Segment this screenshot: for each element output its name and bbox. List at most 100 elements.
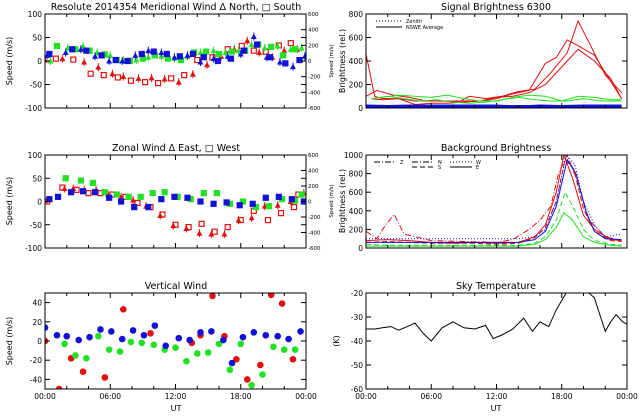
y-axis-label: Speed (m/s) [5, 37, 14, 86]
right-tick-label: -200 [308, 215, 321, 221]
data-point [91, 189, 99, 196]
right-tick-label: 400 [308, 169, 319, 175]
y-tick-label: 100 [28, 10, 43, 19]
right-tick-label: 400 [308, 28, 319, 34]
data-point [127, 77, 135, 84]
data-point [197, 198, 204, 205]
y-tick-label: 0 [37, 57, 42, 66]
y-tick-label: -100 [25, 104, 42, 113]
y-tick-label: 400 [349, 207, 364, 216]
data-point [120, 306, 127, 313]
data-point [163, 50, 170, 58]
panel-background-brightness: Background Brightness Brightness (rel.) … [338, 143, 628, 253]
data-point [45, 324, 49, 331]
data-point [233, 355, 240, 363]
legend-label: NSWE Average [406, 25, 443, 31]
data-point [287, 40, 294, 47]
plot-area [366, 19, 623, 108]
x-tick-label: 12:00 [165, 392, 187, 401]
data-point [223, 199, 230, 206]
data-point [250, 47, 257, 54]
data-point [114, 74, 121, 81]
plot-area [366, 293, 627, 342]
data-point [61, 340, 68, 348]
data-point [189, 50, 196, 58]
data-point [162, 342, 170, 350]
series-line [366, 293, 627, 342]
x-tick-label: 00:00 [295, 392, 317, 401]
right-tick-label: -400 [308, 231, 321, 237]
data-point [249, 200, 256, 207]
data-point [53, 42, 61, 50]
data-point [209, 293, 216, 300]
series-line [366, 155, 622, 244]
chart-title: Sky Temperature [456, 281, 536, 292]
data-point [193, 350, 201, 357]
data-point [211, 228, 218, 235]
y-axis-label: Speed (m/s) [5, 317, 14, 366]
data-point [155, 79, 162, 87]
panel-signal-brightness: Signal Brightness 6300 Brightness (rel.)… [338, 2, 628, 113]
data-point [262, 194, 269, 201]
data-point [79, 368, 87, 376]
data-point [248, 381, 255, 389]
data-point [292, 46, 299, 53]
chart-title: Background Brightness [441, 143, 551, 154]
data-point [220, 336, 227, 344]
data-point [275, 193, 282, 200]
y-tick-label: 0 [358, 244, 363, 253]
right-tick-label: -600 [308, 246, 321, 252]
data-point [87, 70, 94, 77]
y-tick-label: -20 [351, 289, 363, 298]
data-point [46, 196, 53, 203]
data-point [270, 343, 277, 351]
right-axis-label: Speed (m/s) [329, 184, 335, 217]
right-tick-label: -400 [308, 90, 321, 96]
x-tick-label: 12:00 [486, 392, 508, 401]
x-tick-label: 00:00 [34, 392, 56, 401]
data-point [77, 177, 84, 184]
data-point [236, 202, 243, 209]
right-tick-label: 0 [308, 200, 312, 206]
data-point [259, 371, 266, 378]
series-line [366, 19, 622, 103]
data-point [274, 332, 282, 340]
legend-label: S [438, 165, 441, 171]
y-tick-label: 50 [32, 174, 42, 183]
x-tick-label: 00:00 [616, 392, 638, 401]
data-point [227, 55, 235, 62]
data-point [127, 338, 135, 346]
data-point [52, 55, 59, 62]
plot-area [45, 293, 304, 389]
data-point [268, 43, 275, 51]
data-point [253, 41, 261, 48]
y-tick-label: -60 [351, 385, 363, 394]
legend-label: N [438, 160, 442, 166]
y-tick-label: 400 [349, 57, 364, 66]
x-tick-label: 18:00 [551, 392, 573, 401]
data-point [46, 50, 53, 58]
data-point [208, 328, 215, 335]
data-point [243, 376, 251, 383]
data-point [159, 211, 166, 218]
x-tick-label: 06:00 [99, 392, 121, 401]
y-tick-label: 600 [349, 188, 364, 197]
y-tick-label: -50 [30, 221, 42, 230]
data-point [161, 189, 168, 196]
data-point [118, 335, 126, 343]
data-point [277, 210, 285, 217]
panel-meridional: Resolute 2014354 Meridional Wind Δ North… [5, 2, 335, 113]
y-tick-label: -30 [351, 313, 363, 322]
y-tick-label: 200 [349, 81, 364, 90]
data-point [149, 190, 156, 197]
right-tick-label: 600 [308, 153, 319, 159]
y-axis-label: Brightness (rel.) [338, 169, 347, 233]
data-point [83, 47, 90, 54]
series-line [371, 95, 622, 104]
legend-label: Z [400, 160, 404, 166]
series-line [366, 158, 622, 243]
y-tick-label: 0 [358, 104, 363, 113]
y-tick-label: 800 [349, 10, 364, 19]
data-point [181, 71, 188, 79]
data-point [172, 344, 179, 352]
